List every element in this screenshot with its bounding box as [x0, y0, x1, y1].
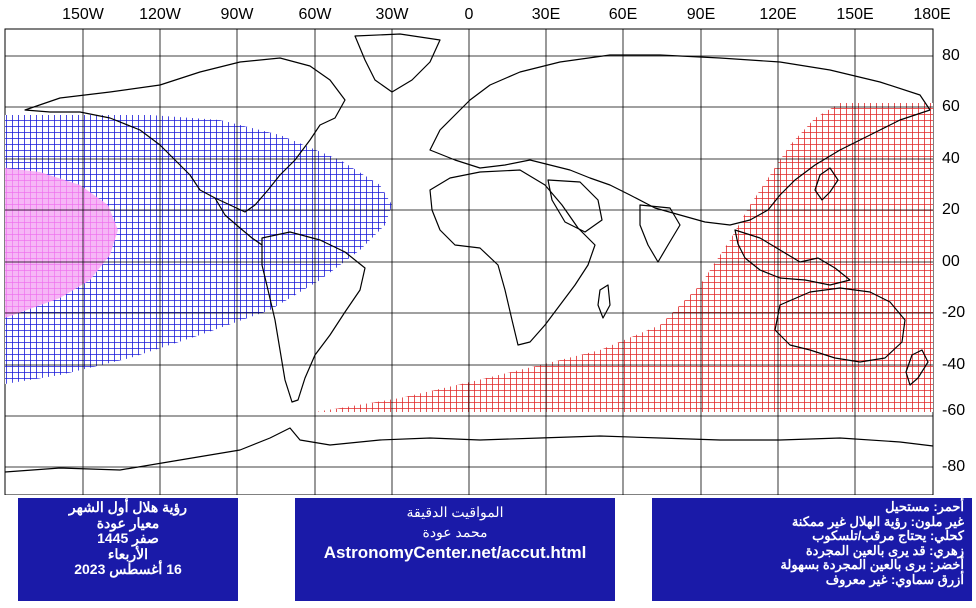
- lon-label: 60E: [608, 6, 638, 23]
- south-america: [261, 231, 366, 403]
- zone-telescope-blue: [5, 115, 392, 384]
- lon-label: 90W: [220, 6, 254, 23]
- southeast-asia: [734, 229, 851, 286]
- lon-label: 0: [464, 6, 474, 23]
- new-zealand: [905, 349, 929, 386]
- lat-label: 00: [942, 253, 960, 270]
- australia: [774, 287, 906, 363]
- legend-item-uncolored: غير ملون: رؤية الهلال غير ممكنة: [791, 513, 964, 529]
- eurasia: [429, 54, 931, 226]
- legend-item-cyan: أزرق سماوي: غير معروف: [825, 571, 964, 587]
- arabia: [547, 179, 603, 233]
- lat-label: -20: [942, 304, 966, 321]
- world-map: [4, 28, 934, 495]
- author-name: محمد عودة: [422, 524, 488, 540]
- coastlines: [4, 33, 934, 473]
- greenland: [354, 33, 441, 93]
- north-america: [24, 57, 346, 213]
- legend-panel: أحمر: مستحيل غير ملون: رؤية الهلال غير م…: [652, 498, 972, 601]
- info-panel-left: رؤية هلال أول الشهر معيار عودة صفر 1445 …: [18, 498, 238, 601]
- antarctica: [4, 427, 934, 473]
- india: [639, 204, 681, 263]
- panel-title: المواقيت الدقيقة: [406, 504, 504, 520]
- africa: [429, 169, 596, 346]
- lon-label: 30W: [375, 6, 409, 23]
- legend-item-red: أحمر: مستحيل: [885, 499, 964, 514]
- madagascar: [597, 284, 611, 319]
- lat-label: -80: [942, 458, 966, 475]
- lat-label: 60: [942, 98, 960, 115]
- website-link[interactable]: AstronomyCenter.net/accut.html: [323, 543, 587, 562]
- lon-label: 90E: [686, 6, 716, 23]
- lon-label: 120E: [759, 6, 797, 23]
- legend-item-navy: كحلي: يحتاج مرقب/تلسكوب: [812, 528, 964, 543]
- hijri-month: صفر 1445: [97, 530, 159, 546]
- lon-label: 180E: [913, 6, 951, 23]
- legend-item-green: أخضر: يرى بالعين المجردة بسهولة: [780, 557, 964, 572]
- lat-label: 20: [942, 201, 960, 218]
- gregorian-date: 16 أغسطس 2023: [74, 561, 182, 577]
- criterion-label: معيار عودة: [96, 514, 160, 531]
- weekday: الأربعاء: [107, 545, 149, 562]
- lon-label: 150W: [62, 6, 104, 23]
- panel-title: رؤية هلال أول الشهر: [68, 499, 188, 515]
- lat-label: -40: [942, 356, 966, 373]
- zone-nakedeye-magenta: [5, 168, 118, 318]
- zone-impossible-red: [315, 103, 933, 412]
- lat-label: 40: [942, 150, 960, 167]
- info-panel-middle: المواقيت الدقيقة محمد عودة AstronomyCent…: [295, 498, 615, 601]
- lon-label: 120W: [139, 6, 181, 23]
- central-america: [214, 197, 263, 246]
- lon-label: 60W: [298, 6, 332, 23]
- japan: [814, 167, 839, 201]
- lon-label: 150E: [836, 6, 874, 23]
- visibility-zones: [5, 103, 933, 412]
- graticule: [5, 29, 933, 495]
- legend-item-pink: زهري: قد يرى بالعين المجردة: [805, 542, 964, 558]
- lat-label: -60: [942, 402, 966, 419]
- lat-label: 80: [942, 47, 960, 64]
- lon-label: 30E: [531, 6, 561, 23]
